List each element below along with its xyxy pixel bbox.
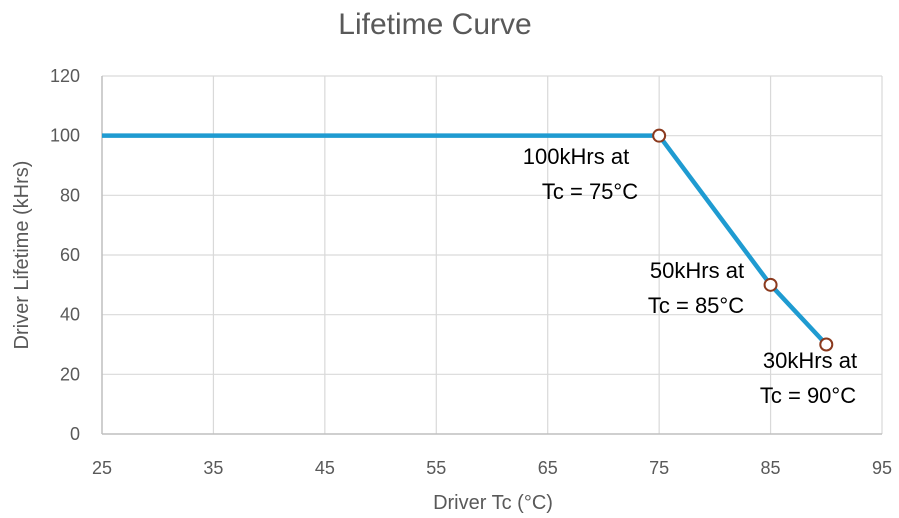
annotation-90-line2: Tc = 90°C [760, 383, 856, 408]
y-tick-label: 100 [50, 126, 80, 146]
series-group [102, 133, 828, 347]
series-line [102, 133, 828, 347]
annotation-85-line2: Tc = 85°C [648, 293, 744, 318]
x-tick-label: 85 [761, 458, 781, 478]
data-point-marker [652, 128, 667, 143]
y-tick-labels: 0 20 40 60 80 100 120 [50, 66, 80, 444]
y-tick-label: 20 [60, 364, 80, 384]
x-tick-label: 45 [315, 458, 335, 478]
y-tick-label: 120 [50, 66, 80, 86]
annotation-75-line1: 100kHrs at [523, 144, 629, 169]
y-tick-label: 0 [70, 424, 80, 444]
grid [102, 75, 883, 434]
y-tick-label: 80 [60, 185, 80, 205]
marker-group [652, 128, 834, 352]
data-point-marker [763, 277, 778, 292]
annotation-group: 100kHrs at Tc = 75°C 50kHrs at Tc = 85°C… [523, 144, 857, 408]
annotation-75-line2: Tc = 75°C [542, 179, 638, 204]
x-tick-label: 75 [649, 458, 669, 478]
y-tick-label: 60 [60, 245, 80, 265]
x-axis-label: Driver Tc (°C) [433, 492, 553, 514]
y-tick-label: 40 [60, 305, 80, 325]
annotation-85-line1: 50kHrs at [650, 258, 744, 283]
x-tick-label: 35 [203, 458, 223, 478]
x-tick-label: 55 [426, 458, 446, 478]
annotation-90-line1: 30kHrs at [763, 348, 857, 373]
data-point-marker [819, 337, 834, 352]
y-axis-label: Driver Lifetime (kHrs) [11, 161, 33, 350]
chart-title: Lifetime Curve [338, 8, 531, 41]
x-tick-label: 95 [872, 458, 892, 478]
x-tick-label: 65 [538, 458, 558, 478]
x-tick-label: 25 [92, 458, 112, 478]
x-tick-labels: 25 35 45 55 65 75 85 95 [92, 458, 892, 478]
